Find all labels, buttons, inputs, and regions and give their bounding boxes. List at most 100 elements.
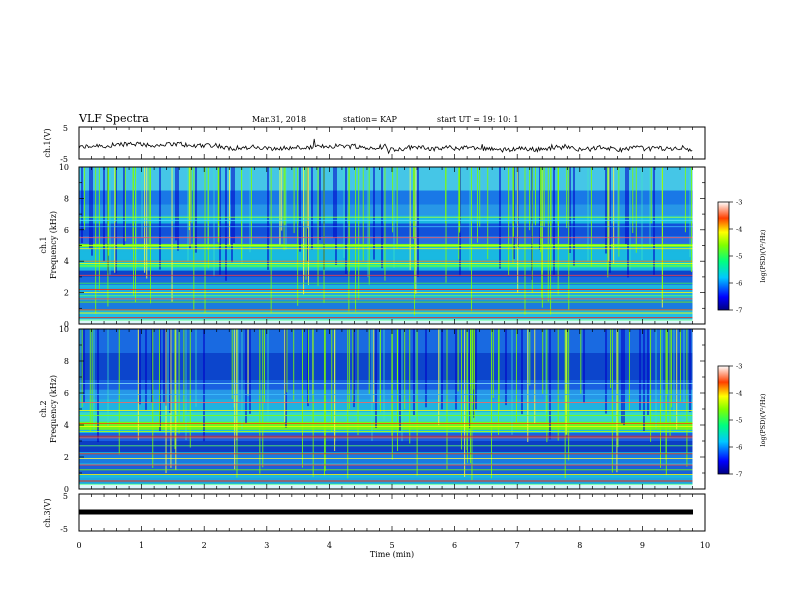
sferic-streak [515,329,517,423]
sferic-streak [470,329,471,387]
sferic-streak [355,167,357,312]
sferic-streak [189,167,191,247]
frequency-band [79,319,693,324]
sferic-streak [691,167,693,272]
noise-column [689,329,691,412]
sferic-streak [534,329,536,424]
noise-column [425,329,427,408]
frequency-band [79,399,693,409]
sferic-streak [352,329,354,402]
x-tick-label: 1 [139,541,144,550]
noise-column [399,329,401,431]
sferic-streak [409,329,411,444]
y-tick-label: 10 [59,325,69,334]
noise-column [89,167,91,249]
sferic-streak [108,167,110,256]
noise-column [499,167,501,269]
sferic-streak [148,167,150,246]
noise-column [627,167,629,278]
sferic-streak [546,329,548,443]
noise-column [683,329,685,403]
noise-column [299,167,301,252]
noise-column [107,329,109,427]
sferic-streak [438,329,440,426]
sferic-streak [312,329,314,434]
sferic-streak [557,329,559,441]
sferic-streak [541,167,543,298]
frequency-band [79,204,693,216]
sferic-streak [635,167,637,253]
noise-column [285,329,287,428]
sferic-streak [150,167,151,304]
frequency-band [79,276,693,285]
sferic-streak [491,329,492,479]
ch2-colorbar-label: log(PSD)(V²/Hz) [759,393,767,446]
sferic-streak [247,329,249,396]
ch1-spectrogram-x-ticks [78,167,706,324]
sferic-streak [415,167,417,294]
sferic-streak [473,329,475,421]
noise-column [621,329,623,424]
noise-column [231,167,233,263]
noise-column [307,329,309,407]
noise-column [175,167,177,241]
ch1-ylabel: ch.1(V) [43,128,52,157]
colorbar-tick-label: -5 [736,253,742,261]
noise-column [187,167,189,262]
colorbar-tick-label: -4 [736,226,742,234]
x-tick-label: 3 [264,541,269,550]
sferic-streak [650,329,652,442]
x-tick-label: 2 [202,541,207,550]
y-tick-label: 0 [64,320,69,329]
y-tick-label: 0 [64,485,69,494]
frequency-band [79,421,693,430]
y-tick-label: 2 [64,289,69,298]
noise-column [469,329,471,429]
sferic-streak [89,329,91,432]
frequency-band [79,215,693,221]
sferic-streak [557,167,559,295]
ch1-waveform-line [78,138,693,155]
sferic-streak [259,329,261,474]
y-tick-label: 6 [64,226,69,235]
sferic-streak [307,167,309,285]
sferic-streak [650,167,652,224]
sferic-streak [513,167,515,237]
ch1-ytick-top: 5 [63,124,68,133]
sferic-streak [580,329,582,394]
sferic-streak [568,167,570,310]
ch2-spectrogram-y-ticks: 0 2 4 6 8 10 [59,325,705,494]
noise-column [233,329,235,408]
sferic-streak [331,329,333,433]
noise-column [245,329,247,423]
sferic-streak [183,329,185,423]
sferic-streak [303,167,305,295]
sferic-streak [607,167,609,278]
sferic-streak [617,329,619,448]
sferic-streak [279,167,281,245]
colorbar-tick-label: -5 [736,417,742,425]
ch3-x-ticks [78,494,706,531]
sferic-streak [270,167,272,313]
sferic-streak [618,167,620,257]
y-tick-label: 10 [59,163,69,172]
x-tick-label: 0 [76,541,81,550]
sferic-streak [368,167,370,285]
sferic-streak [190,167,192,223]
sferic-streak [547,167,549,302]
ch2-spectrogram-panel: 0 2 4 6 8 10 ch.2 Frequency (kHz) [39,325,706,494]
noise-column [185,329,187,441]
sferic-streak [84,167,86,230]
ch2-colorbar: -3 -4 -5 -6 -7 log(PSD)(V²/Hz) [717,363,767,479]
sferic-streak [540,167,541,253]
ch1-spectrogram-image [79,167,693,324]
ch1-waveform-panel: 5 -5 ch.1(V) [43,124,706,164]
sferic-streak [217,167,219,243]
y-tick-label: 6 [64,389,69,398]
sferic-streak [188,167,190,231]
sferic-streak [228,167,230,246]
sferic-streak [487,167,489,260]
noise-column [249,167,251,253]
noise-column [639,329,641,411]
